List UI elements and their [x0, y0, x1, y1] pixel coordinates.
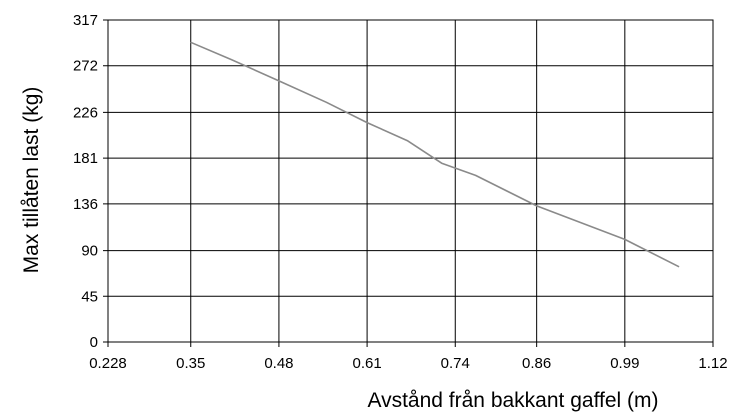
y-axis-label: Max tillåten last (kg)	[20, 87, 43, 274]
y-tick-label: 136	[73, 196, 98, 213]
y-tick-label: 272	[73, 58, 98, 75]
tick-labels: 0.228 0.35 0.48 0.61 0.74 0.86 0.99 1.12 0 45 90 13…	[73, 12, 728, 372]
series-layer	[190, 41, 680, 268]
y-tick-label: 45	[81, 288, 98, 305]
x-tick-label: 0.86	[522, 355, 551, 372]
grid-lines	[103, 19, 714, 347]
x-tick-label: 0.48	[264, 355, 293, 372]
x-tick-label: 0.74	[441, 355, 470, 372]
x-tick-label: 0.228	[89, 355, 127, 372]
y-tick-label: 181	[73, 150, 98, 167]
plot-area	[107, 19, 714, 343]
x-tick-label: 0.35	[176, 355, 205, 372]
x-axis-label: Avstånd från bakkant gaffel (m)	[367, 389, 658, 412]
x-tick-label: 1.12	[698, 355, 727, 372]
y-tick-label: 0	[90, 334, 98, 351]
y-tick-label: 317	[73, 12, 98, 29]
x-tick-label: 0.99	[610, 355, 639, 372]
x-tick-label: 0.61	[352, 355, 381, 372]
y-tick-label: 226	[73, 104, 98, 121]
series-line	[190, 41, 680, 268]
y-tick-label: 90	[81, 243, 98, 260]
